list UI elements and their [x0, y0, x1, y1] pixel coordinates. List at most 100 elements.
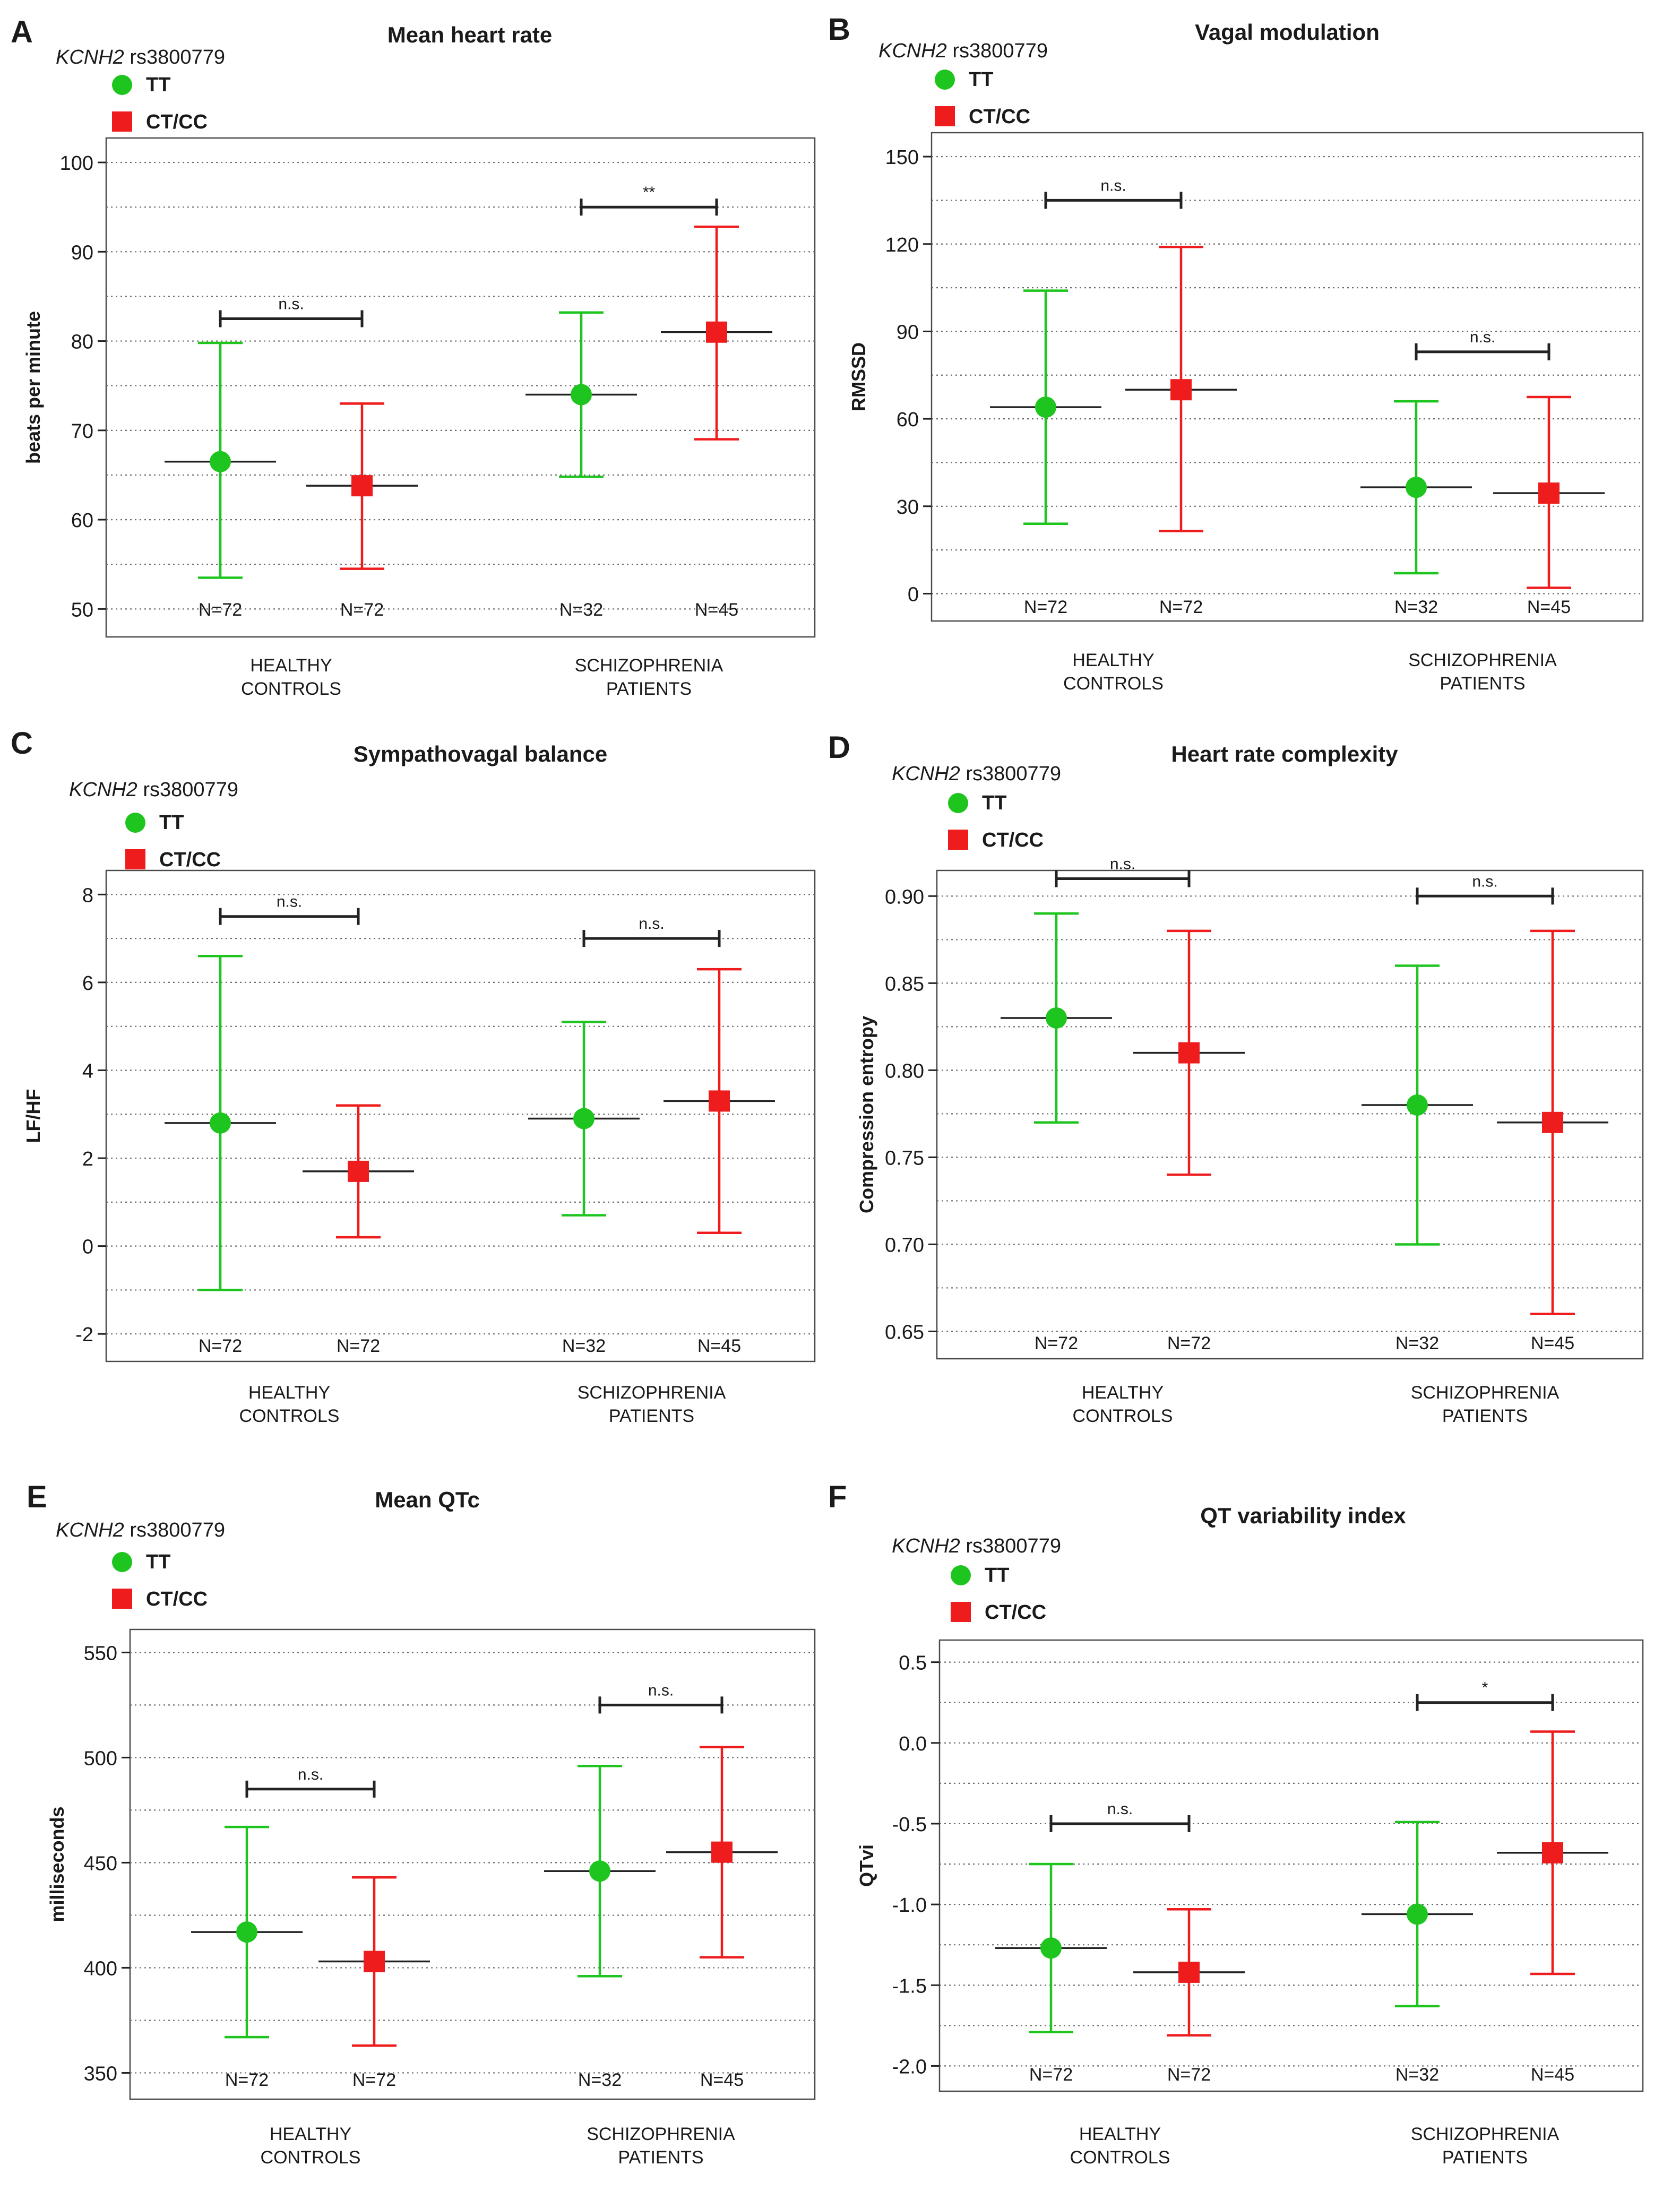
- sample-size-label: N=72: [199, 600, 242, 620]
- gene-snp-label: KCNH2 rs3800779: [892, 1535, 1061, 1557]
- y-tick-label: 500: [84, 1747, 117, 1770]
- y-tick-label: 4: [82, 1060, 93, 1082]
- gene-snp-label: KCNH2 rs3800779: [56, 46, 225, 68]
- group-label-line1: SCHIZOPHRENIA: [1411, 2124, 1560, 2144]
- plot-frame: [105, 137, 816, 638]
- panel-e: E Mean QTc KCNH2 rs3800779 TT CT/CC 350 400 450…: [27, 1480, 816, 2168]
- gene-name: KCNH2: [892, 1535, 960, 1557]
- series-ctcc: N=72 N=45: [303, 968, 775, 1356]
- group-label-line2: CONTROLS: [241, 679, 341, 699]
- significance-label: n.s.: [298, 1766, 323, 1783]
- legend-ctcc-label: CT/CC: [159, 849, 221, 871]
- legend-ctcc-label: CT/CC: [985, 1601, 1046, 1624]
- mean-point-tt: [210, 1112, 231, 1134]
- legend-ctcc-marker: [112, 1589, 132, 1609]
- series-ctcc: N=72 N=45: [1133, 1730, 1608, 2085]
- mean-point-tt: [1406, 477, 1427, 498]
- significance-bracket: n.s.: [245, 1766, 376, 1798]
- gridlines: [937, 895, 1643, 1332]
- gene-name: KCNH2: [878, 40, 947, 62]
- y-tick-label: 0.90: [885, 886, 924, 908]
- mean-point-ctcc: [1178, 1961, 1200, 1983]
- y-tick-label: 0.75: [885, 1147, 924, 1169]
- significance-bracket: n.s.: [582, 915, 721, 947]
- gene-name: KCNH2: [69, 779, 137, 801]
- group-label-line2: PATIENTS: [1442, 1406, 1528, 1426]
- group-label-line2: PATIENTS: [1442, 2147, 1528, 2168]
- legend-tt-marker: [125, 813, 145, 833]
- group-label: HEALTHY CONTROLS: [1063, 650, 1164, 694]
- legend: TT CT/CC: [125, 812, 221, 871]
- panel-b: B Vagal modulation KCNH2 rs3800779 TT CT/CC 0…: [828, 12, 1644, 694]
- group-label: HEALTHY CONTROLS: [239, 1383, 340, 1426]
- legend-tt-label: TT: [985, 1564, 1009, 1586]
- sample-size-label: N=72: [1035, 1333, 1078, 1353]
- group-label-line1: SCHIZOPHRENIA: [1408, 650, 1557, 670]
- y-axis-label: beats per minute: [22, 311, 44, 464]
- panel-f: F QT variability index KCNH2 rs3800779 TT CT…: [828, 1480, 1644, 2168]
- legend-tt-label: TT: [159, 812, 184, 834]
- y-tick-label: 0: [82, 1236, 93, 1258]
- panel-a: A Mean heart rate KCNH2 rs3800779 TT CT/CC 50…: [11, 15, 816, 699]
- chart-title: Mean heart rate: [387, 22, 552, 47]
- series-tt: N=72 N=32: [165, 311, 637, 620]
- gridlines: [932, 156, 1643, 594]
- group-label: SCHIZOPHRENIA PATIENTS: [578, 1383, 726, 1426]
- y-tick-label: 50: [71, 599, 93, 621]
- mean-point-ctcc: [711, 1841, 733, 1863]
- series-tt: N=72 N=32: [990, 289, 1472, 617]
- panel-label: C: [11, 726, 33, 761]
- group-label-line2: PATIENTS: [618, 2147, 703, 2168]
- panel-label: E: [27, 1480, 47, 1514]
- chart-title: Mean QTc: [375, 1487, 480, 1512]
- sample-size-label: N=32: [1395, 2065, 1439, 2085]
- group-label-line2: CONTROLS: [261, 2147, 361, 2168]
- plot-frame: [931, 132, 1644, 622]
- sample-size-label: N=72: [352, 2070, 396, 2090]
- significance-label: n.s.: [277, 893, 302, 911]
- legend-tt-marker: [948, 793, 968, 813]
- legend-ctcc-marker: [948, 830, 968, 850]
- legend-ctcc-label: CT/CC: [146, 111, 208, 133]
- panel-label: F: [828, 1480, 847, 1514]
- y-tick-label: -2.0: [892, 2056, 927, 2078]
- snp-id: rs3800779: [124, 1519, 225, 1541]
- mean-point-tt: [210, 451, 231, 472]
- mean-point-tt: [1035, 396, 1056, 418]
- y-axis: -2.0 -1.5 -1.0 -0.5 0.0 0.5 QTvi: [856, 1652, 940, 2078]
- y-tick-label: 8: [82, 884, 93, 907]
- y-tick-label: 550: [84, 1642, 117, 1664]
- series-ctcc: N=72 N=45: [1125, 245, 1605, 617]
- series-tt: N=72 N=32: [191, 1764, 656, 2090]
- group-label: SCHIZOPHRENIA PATIENTS: [1411, 2124, 1560, 2168]
- legend: TT CT/CC: [112, 74, 208, 133]
- series-ctcc: N=72 N=45: [1133, 929, 1608, 1353]
- mean-point-tt: [1040, 1937, 1062, 1959]
- mean-point-ctcc: [1538, 482, 1560, 504]
- gene-name: KCNH2: [892, 763, 960, 785]
- series-ctcc: N=72 N=45: [318, 1746, 778, 2090]
- y-axis-label: milliseconds: [46, 1806, 68, 1922]
- significance-bracket: *: [1416, 1679, 1554, 1711]
- significance-label: n.s.: [1110, 855, 1135, 873]
- gene-snp-label: KCNH2 rs3800779: [892, 763, 1061, 785]
- y-tick-label: 0.5: [899, 1652, 927, 1675]
- y-tick-label: 0.65: [885, 1321, 924, 1343]
- significance-label: n.s.: [1472, 873, 1497, 890]
- y-axis: 0.65 0.70 0.75 0.80 0.85 0.90 Compression entr…: [856, 886, 937, 1343]
- mean-point-ctcc: [1542, 1111, 1563, 1133]
- group-label-line2: CONTROLS: [1063, 674, 1164, 694]
- mean-point-tt: [236, 1921, 257, 1943]
- gene-snp-label: KCNH2 rs3800779: [878, 40, 1048, 62]
- y-tick-label: 70: [71, 420, 93, 443]
- group-label-line1: HEALTHY: [1072, 650, 1154, 670]
- legend-tt-marker: [112, 1552, 132, 1572]
- mean-point-ctcc: [709, 1090, 730, 1112]
- chart-title: Sympathovagal balance: [354, 741, 608, 766]
- y-tick-label: 60: [71, 510, 93, 532]
- significance-label: n.s.: [1470, 329, 1495, 346]
- legend-ctcc-marker: [112, 111, 132, 132]
- significance-bracket: **: [580, 184, 718, 216]
- mean-point-tt: [589, 1860, 610, 1882]
- sample-size-label: N=45: [1527, 597, 1571, 617]
